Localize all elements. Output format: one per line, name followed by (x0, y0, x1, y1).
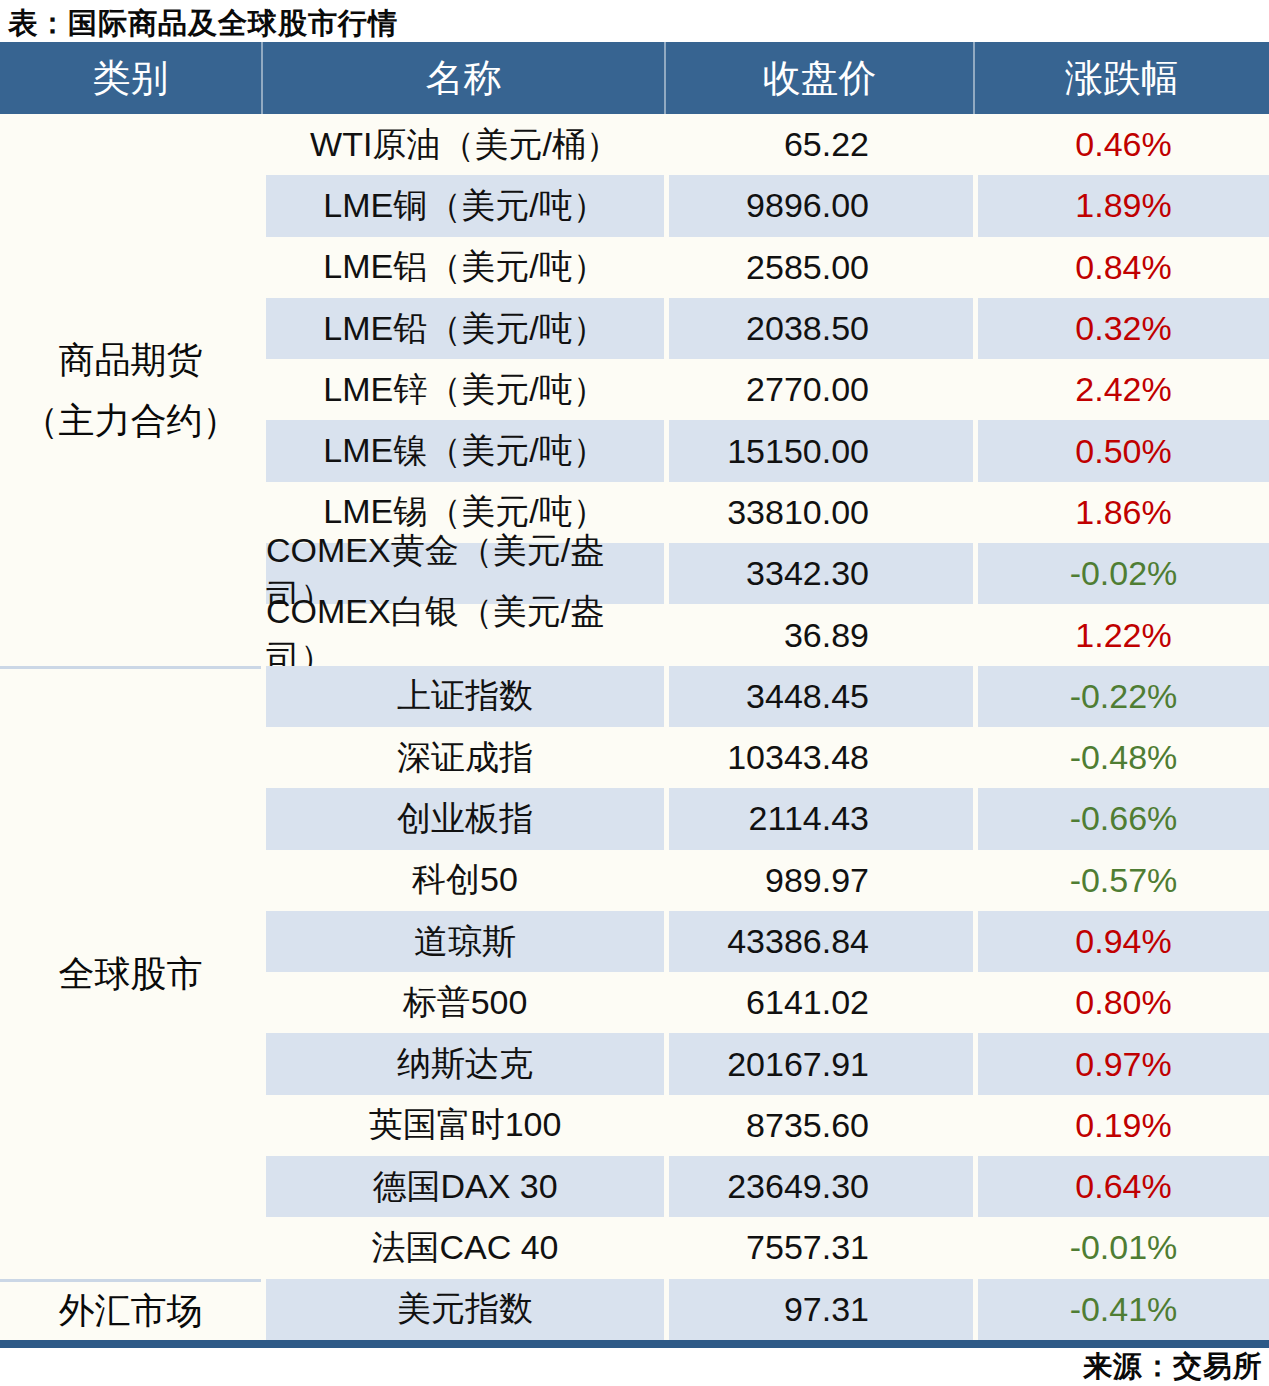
table-body: 商品期货 （主力合约） 全球股市 外汇市场 WTI原油（美元/桶） 65.22 … (0, 114, 1269, 1340)
name-cell: COMEX白银（美元/盎司） (261, 604, 664, 665)
category-cell-fx-market: 外汇市场 (0, 1279, 261, 1340)
change-cell: -0.01% (973, 1217, 1269, 1278)
name-cell: LME铝（美元/吨） (261, 237, 664, 298)
change-cell: 1.86% (973, 482, 1269, 543)
table-row: 上证指数 3448.45 -0.22% (261, 666, 1269, 727)
col-header-category: 类别 (0, 42, 261, 114)
name-cell: LME铜（美元/吨） (261, 175, 664, 236)
name-cell: 上证指数 (261, 666, 664, 727)
close-cell: 3342.30 (664, 543, 973, 604)
table-row: 创业板指 2114.43 -0.66% (261, 788, 1269, 849)
category-label-line1: 商品期货 (59, 329, 203, 390)
close-cell: 97.31 (664, 1279, 973, 1340)
col-header-close: 收盘价 (664, 42, 973, 114)
footer: 来源：交易所 (0, 1348, 1269, 1386)
close-cell: 7557.31 (664, 1217, 973, 1278)
table-row: LME铅（美元/吨） 2038.50 0.32% (261, 298, 1269, 359)
table-row: 美元指数 97.31 -0.41% (261, 1279, 1269, 1340)
close-cell: 2038.50 (664, 298, 973, 359)
close-cell: 3448.45 (664, 666, 973, 727)
table-row: LME锌（美元/吨） 2770.00 2.42% (261, 359, 1269, 420)
close-cell: 989.97 (664, 850, 973, 911)
close-cell: 9896.00 (664, 175, 973, 236)
change-cell: 0.19% (973, 1095, 1269, 1156)
category-column: 商品期货 （主力合约） 全球股市 外汇市场 (0, 114, 261, 1340)
data-rows: WTI原油（美元/桶） 65.22 0.46% LME铜（美元/吨） 9896.… (261, 114, 1269, 1340)
close-cell: 2585.00 (664, 237, 973, 298)
close-cell: 8735.60 (664, 1095, 973, 1156)
col-header-change: 涨跌幅 (973, 42, 1269, 114)
category-label-line1: 外汇市场 (59, 1280, 203, 1341)
table-row: 英国富时100 8735.60 0.19% (261, 1095, 1269, 1156)
table-row: 法国CAC 40 7557.31 -0.01% (261, 1217, 1269, 1278)
table-row: 科创50 989.97 -0.57% (261, 850, 1269, 911)
close-cell: 2770.00 (664, 359, 973, 420)
name-cell: LME铅（美元/吨） (261, 298, 664, 359)
name-cell: 标普500 (261, 972, 664, 1033)
close-cell: 65.22 (664, 114, 973, 175)
change-cell: 1.22% (973, 604, 1269, 665)
change-cell: -0.48% (973, 727, 1269, 788)
change-cell: -0.22% (973, 666, 1269, 727)
change-cell: 1.89% (973, 175, 1269, 236)
close-cell: 43386.84 (664, 911, 973, 972)
table-row: COMEX白银（美元/盎司） 36.89 1.22% (261, 604, 1269, 665)
close-cell: 10343.48 (664, 727, 973, 788)
col-header-name: 名称 (261, 42, 664, 114)
name-cell: 科创50 (261, 850, 664, 911)
category-cell-global-stocks: 全球股市 (0, 666, 261, 1279)
change-cell: 0.94% (973, 911, 1269, 972)
market-table: 类别 名称 收盘价 涨跌幅 商品期货 （主力合约） 全球股市 外汇市场 (0, 42, 1269, 1348)
table-row: 纳斯达克 20167.91 0.97% (261, 1033, 1269, 1094)
name-cell: 美元指数 (261, 1279, 664, 1340)
category-label-line2: （主力合约） (23, 390, 239, 451)
change-cell: 0.64% (973, 1156, 1269, 1217)
table-header-row: 类别 名称 收盘价 涨跌幅 (0, 42, 1269, 114)
table-row: 德国DAX 30 23649.30 0.64% (261, 1156, 1269, 1217)
category-label-line1: 全球股市 (59, 943, 203, 1004)
table-row: LME镍（美元/吨） 15150.00 0.50% (261, 420, 1269, 481)
name-cell: 道琼斯 (261, 911, 664, 972)
page-title: 表：国际商品及全球股市行情 (0, 0, 1269, 42)
name-cell: 德国DAX 30 (261, 1156, 664, 1217)
close-cell: 2114.43 (664, 788, 973, 849)
name-cell: 法国CAC 40 (261, 1217, 664, 1278)
close-cell: 36.89 (664, 604, 973, 665)
change-cell: 0.80% (973, 972, 1269, 1033)
change-cell: -0.02% (973, 543, 1269, 604)
name-cell: 英国富时100 (261, 1095, 664, 1156)
close-cell: 33810.00 (664, 482, 973, 543)
name-cell: 创业板指 (261, 788, 664, 849)
name-cell: 深证成指 (261, 727, 664, 788)
table-row: LME铝（美元/吨） 2585.00 0.84% (261, 237, 1269, 298)
change-cell: 2.42% (973, 359, 1269, 420)
change-cell: 0.84% (973, 237, 1269, 298)
table-row: 道琼斯 43386.84 0.94% (261, 911, 1269, 972)
table-row: WTI原油（美元/桶） 65.22 0.46% (261, 114, 1269, 175)
source-note: 来源：交易所 (1083, 1347, 1263, 1386)
change-cell: -0.57% (973, 850, 1269, 911)
name-cell: LME镍（美元/吨） (261, 420, 664, 481)
close-cell: 6141.02 (664, 972, 973, 1033)
category-cell-commodity-futures: 商品期货 （主力合约） (0, 114, 261, 666)
table-row: LME铜（美元/吨） 9896.00 1.89% (261, 175, 1269, 236)
change-cell: 0.50% (973, 420, 1269, 481)
change-cell: -0.66% (973, 788, 1269, 849)
table-row: 标普500 6141.02 0.80% (261, 972, 1269, 1033)
change-cell: 0.32% (973, 298, 1269, 359)
change-cell: 0.97% (973, 1033, 1269, 1094)
name-cell: LME锌（美元/吨） (261, 359, 664, 420)
change-cell: -0.41% (973, 1279, 1269, 1340)
change-cell: 0.46% (973, 114, 1269, 175)
table-row: 深证成指 10343.48 -0.48% (261, 727, 1269, 788)
market-quotes-page: 表：国际商品及全球股市行情 类别 名称 收盘价 涨跌幅 商品期货 （主力合约） … (0, 0, 1269, 1386)
close-cell: 23649.30 (664, 1156, 973, 1217)
close-cell: 15150.00 (664, 420, 973, 481)
close-cell: 20167.91 (664, 1033, 973, 1094)
name-cell: WTI原油（美元/桶） (261, 114, 664, 175)
name-cell: 纳斯达克 (261, 1033, 664, 1094)
